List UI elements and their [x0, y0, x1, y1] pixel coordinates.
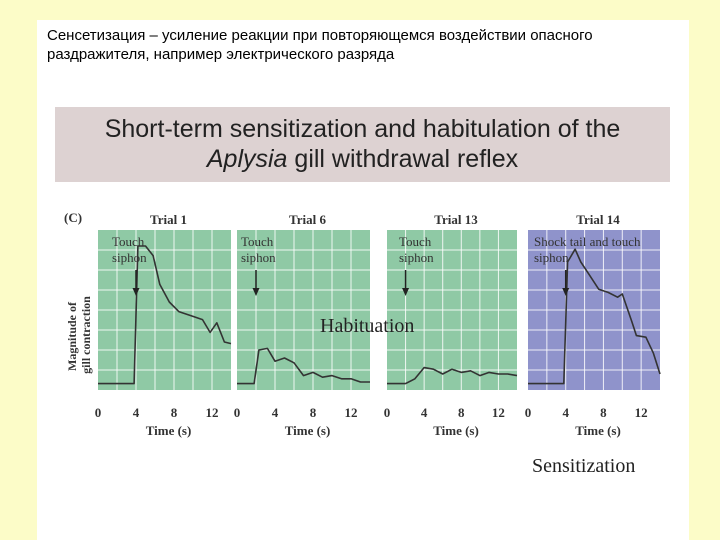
slide-caption: Сенсетизация – усиление реакции при повт… [47, 27, 593, 63]
panel-1-stimulus-label: Touch [112, 234, 145, 249]
figure-title: Short-term sensitization and habitulatio… [55, 114, 670, 174]
panel-4-title: Trial 14 [576, 212, 620, 227]
panel-3-xtick-label: 4 [421, 405, 428, 420]
panel-1-stimulus-arrowhead [132, 288, 140, 296]
habituation-annotation: Habituation [320, 315, 414, 337]
panel-4-xtick-label: 12 [635, 405, 648, 420]
panel-3-title: Trial 13 [434, 212, 478, 227]
panel-3-stimulus-label: Touch [399, 234, 432, 249]
panel-4-xtick-label: 4 [562, 405, 569, 420]
panel-3-stimulus-arrowhead [402, 288, 410, 296]
panel-1-xtick-label: 12 [206, 405, 219, 420]
panel-2-xlabel: Time (s) [285, 423, 331, 438]
y-axis-label-line-2: gill contraction [79, 296, 93, 374]
panel-3-trace [387, 366, 518, 385]
panel-label: (C) [64, 210, 82, 225]
title-line-2: Aplysia gill withdrawal reflex [55, 144, 670, 174]
title-species: Aplysia [206, 145, 288, 173]
panel-2-xtick-label: 4 [272, 405, 279, 420]
panel-3-xlabel: Time (s) [433, 423, 479, 438]
panel-1-xtick-label: 4 [133, 405, 140, 420]
panel-4-stimulus-label: siphon [534, 250, 569, 265]
panel-2-trace [237, 347, 370, 385]
sensitization-annotation: Sensitization [532, 455, 635, 477]
panel-4-stimulus-label: Shock tail and touch [534, 234, 641, 249]
title-line-2-rest: gill withdrawal reflex [287, 145, 519, 173]
panel-2-stimulus-label: siphon [241, 250, 276, 265]
panel-4-stimulus-arrowhead [562, 288, 570, 296]
panel-3-stimulus-label: siphon [399, 250, 434, 265]
panel-2-stimulus-arrowhead [252, 288, 260, 296]
title-line-1: Short-term sensitization and habitulatio… [104, 115, 621, 143]
panel-2-title: Trial 6 [289, 212, 326, 227]
panel-2-xtick-label: 12 [345, 405, 358, 420]
panel-3-xtick-label: 0 [384, 405, 391, 420]
y-axis-label-line-1: Magnitude of [65, 301, 79, 371]
panel-2-stimulus-label: Touch [241, 234, 274, 249]
panel-1-xlabel: Time (s) [146, 423, 192, 438]
panel-3-xtick-label: 8 [458, 405, 465, 420]
panel-2-xtick-label: 0 [234, 405, 241, 420]
panel-1-trace [98, 245, 232, 385]
panel-4-xlabel: Time (s) [575, 423, 621, 438]
panel-3-xtick-label: 12 [492, 405, 505, 420]
title-band [55, 107, 670, 182]
panel-1-title: Trial 1 [150, 212, 187, 227]
panel-1-xtick-label: 8 [171, 405, 178, 420]
y-axis-label: Magnitude of gill contraction [65, 296, 93, 374]
panel-1-xtick-label: 0 [95, 405, 102, 420]
panel-4-trace [528, 248, 661, 385]
panel-1-stimulus-label: siphon [112, 250, 147, 265]
panel-2-xtick-label: 8 [310, 405, 317, 420]
panel-4-xtick-label: 0 [525, 405, 532, 420]
panel-4-xtick-label: 8 [600, 405, 607, 420]
